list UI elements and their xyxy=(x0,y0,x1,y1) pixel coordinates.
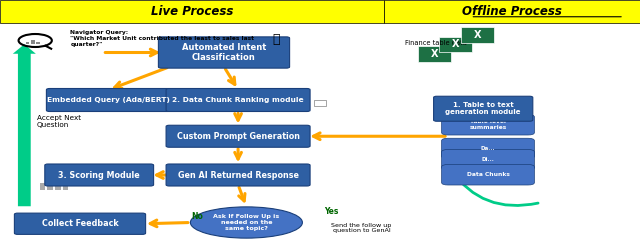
FancyBboxPatch shape xyxy=(0,0,384,22)
Bar xyxy=(55,180,61,190)
Text: Offline Process: Offline Process xyxy=(462,5,562,18)
Bar xyxy=(31,40,35,44)
Text: X: X xyxy=(452,40,460,50)
FancyBboxPatch shape xyxy=(439,37,472,52)
FancyBboxPatch shape xyxy=(47,88,172,112)
FancyBboxPatch shape xyxy=(434,96,532,121)
Text: No: No xyxy=(191,212,203,221)
Ellipse shape xyxy=(191,207,302,238)
Bar xyxy=(47,178,53,190)
Text: Live Process: Live Process xyxy=(151,5,233,18)
FancyBboxPatch shape xyxy=(461,27,494,43)
Text: Ask If Follow Up is
needed on the
same topic?: Ask If Follow Up is needed on the same t… xyxy=(213,214,280,231)
Text: Finance table data: Finance table data xyxy=(405,40,467,46)
FancyBboxPatch shape xyxy=(14,213,146,234)
Text: Accept Next
Question: Accept Next Question xyxy=(37,115,81,128)
FancyBboxPatch shape xyxy=(314,100,326,105)
FancyBboxPatch shape xyxy=(384,0,640,22)
Bar xyxy=(26,42,29,44)
Text: Da...: Da... xyxy=(481,146,495,151)
Text: Gen AI Returned Response: Gen AI Returned Response xyxy=(177,170,299,179)
FancyBboxPatch shape xyxy=(442,138,534,159)
Text: X: X xyxy=(474,30,481,40)
Bar xyxy=(63,175,68,190)
FancyBboxPatch shape xyxy=(166,125,310,147)
FancyBboxPatch shape xyxy=(45,164,154,186)
Text: 🐍: 🐍 xyxy=(273,33,280,46)
Text: Custom Prompt Generation: Custom Prompt Generation xyxy=(177,132,300,141)
FancyBboxPatch shape xyxy=(442,150,534,170)
Text: 3. Scoring Module: 3. Scoring Module xyxy=(58,170,140,179)
Text: Collect Feedback: Collect Feedback xyxy=(42,219,118,228)
Bar xyxy=(36,42,40,44)
FancyBboxPatch shape xyxy=(418,46,451,62)
Text: 1. Table to text
generation module: 1. Table to text generation module xyxy=(445,102,521,115)
FancyBboxPatch shape xyxy=(166,88,310,112)
FancyArrow shape xyxy=(13,44,36,206)
FancyBboxPatch shape xyxy=(166,164,310,186)
FancyBboxPatch shape xyxy=(442,164,534,185)
FancyBboxPatch shape xyxy=(158,37,289,68)
Text: Navigator Query:
"Which Market Unit contributed the least to sales last
quarter?: Navigator Query: "Which Market Unit cont… xyxy=(70,30,255,47)
Text: Data Chunks: Data Chunks xyxy=(467,172,509,177)
Text: Di...: Di... xyxy=(481,157,495,162)
Text: Automated Intent
Classification: Automated Intent Classification xyxy=(182,43,266,62)
FancyBboxPatch shape xyxy=(442,114,534,135)
Text: Yes: Yes xyxy=(324,208,339,216)
Text: Table level
summaries: Table level summaries xyxy=(469,119,507,130)
Text: Embedded Query (Ada/BERT): Embedded Query (Ada/BERT) xyxy=(47,97,170,103)
Text: 2. Data Chunk Ranking module: 2. Data Chunk Ranking module xyxy=(172,97,304,103)
Text: X: X xyxy=(431,49,438,59)
Text: Send the follow up
question to GenAI: Send the follow up question to GenAI xyxy=(332,222,392,234)
Bar xyxy=(40,182,45,190)
